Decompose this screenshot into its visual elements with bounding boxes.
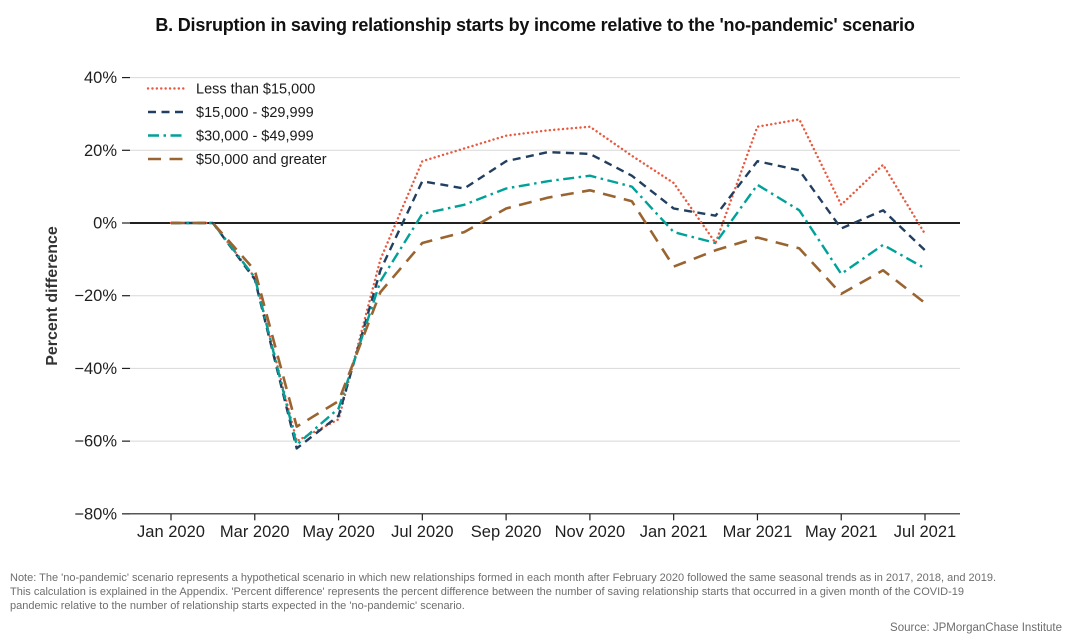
y-tick-label: 20% bbox=[84, 142, 117, 160]
x-tick-label: Jan 2020 bbox=[137, 523, 205, 541]
source-credit: Source: JPMorganChase Institute bbox=[890, 622, 1062, 634]
x-tick-label: Jan 2021 bbox=[640, 523, 708, 541]
y-tick-label: −40% bbox=[74, 360, 117, 378]
y-tick-label: −20% bbox=[74, 287, 117, 305]
x-tick-label: Sep 2020 bbox=[471, 523, 542, 541]
y-axis-label: Percent difference bbox=[44, 226, 61, 366]
x-tick-label: May 2021 bbox=[805, 523, 877, 541]
x-tick-label: Mar 2021 bbox=[723, 523, 793, 541]
series-line-50-000-and-greater bbox=[171, 189, 926, 428]
legend-label-15-000-29-999: $15,000 - $29,999 bbox=[196, 105, 314, 121]
x-tick-label: Jul 2020 bbox=[391, 523, 453, 541]
x-tick-label: Jul 2021 bbox=[894, 523, 956, 541]
series-line-15-000-29-999 bbox=[171, 150, 926, 450]
y-tick-label: −80% bbox=[74, 505, 117, 523]
chart-title: B. Disruption in saving relationship sta… bbox=[155, 15, 915, 35]
x-tick-label: Mar 2020 bbox=[220, 523, 290, 541]
legend-label-50-000-and-greater: $50,000 and greater bbox=[196, 152, 327, 168]
x-tick-label: Nov 2020 bbox=[555, 523, 626, 541]
x-tick-label: May 2020 bbox=[302, 523, 374, 541]
series-line-30-000-49-999 bbox=[171, 174, 926, 446]
legend-label-30-000-49-999: $30,000 - $49,999 bbox=[196, 129, 314, 145]
y-tick-label: −60% bbox=[74, 433, 117, 451]
line-chart-canvas: 40% 20% 0% −20% −40% −60% −80% Jan 2020 Mar 2020… bbox=[44, 69, 960, 541]
y-tick-label: 40% bbox=[84, 69, 117, 87]
y-tick-label: 0% bbox=[93, 215, 117, 233]
footnote-text: Note: The 'no-pandemic' scenario represe… bbox=[10, 572, 997, 612]
legend-label-less-than-15-000: Less than $15,000 bbox=[196, 82, 315, 98]
